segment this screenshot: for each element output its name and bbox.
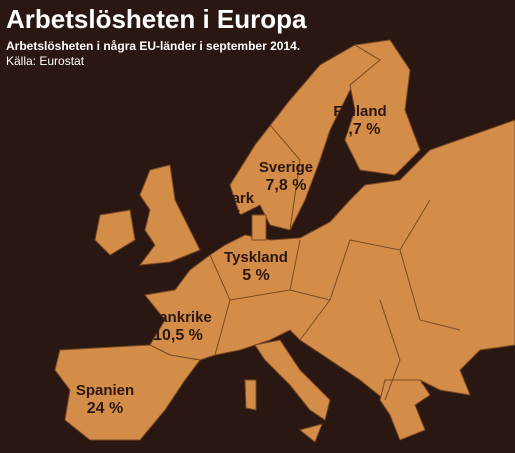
title: Arbetslösheten i Europa — [6, 4, 307, 34]
country-name: Tyskland — [224, 249, 288, 266]
land — [54, 39, 515, 443]
country-value: 5 % — [242, 267, 270, 284]
country-value: 26,4 % — [438, 429, 488, 446]
country-value: 6,6 % — [202, 208, 243, 225]
subtitle: Arbetslösheten i några EU-länder i septe… — [6, 39, 300, 53]
country-value: 8,7 % — [340, 121, 381, 138]
country-value: 10,5 % — [153, 327, 203, 344]
country-name: Frankrike — [144, 309, 212, 326]
source: Källa: Eurostat — [6, 54, 85, 68]
country-value: 7,8 % — [266, 177, 307, 194]
country-value: 24 % — [87, 400, 123, 417]
country-name: Spanien — [76, 382, 134, 399]
header: Arbetslösheten i Europa Arbetslösheten i… — [6, 4, 307, 68]
country-name: Sverige — [259, 159, 313, 176]
country-name: Finland — [333, 103, 386, 120]
country-name: Danmark — [190, 190, 255, 207]
country-name: Grekland — [430, 411, 495, 428]
